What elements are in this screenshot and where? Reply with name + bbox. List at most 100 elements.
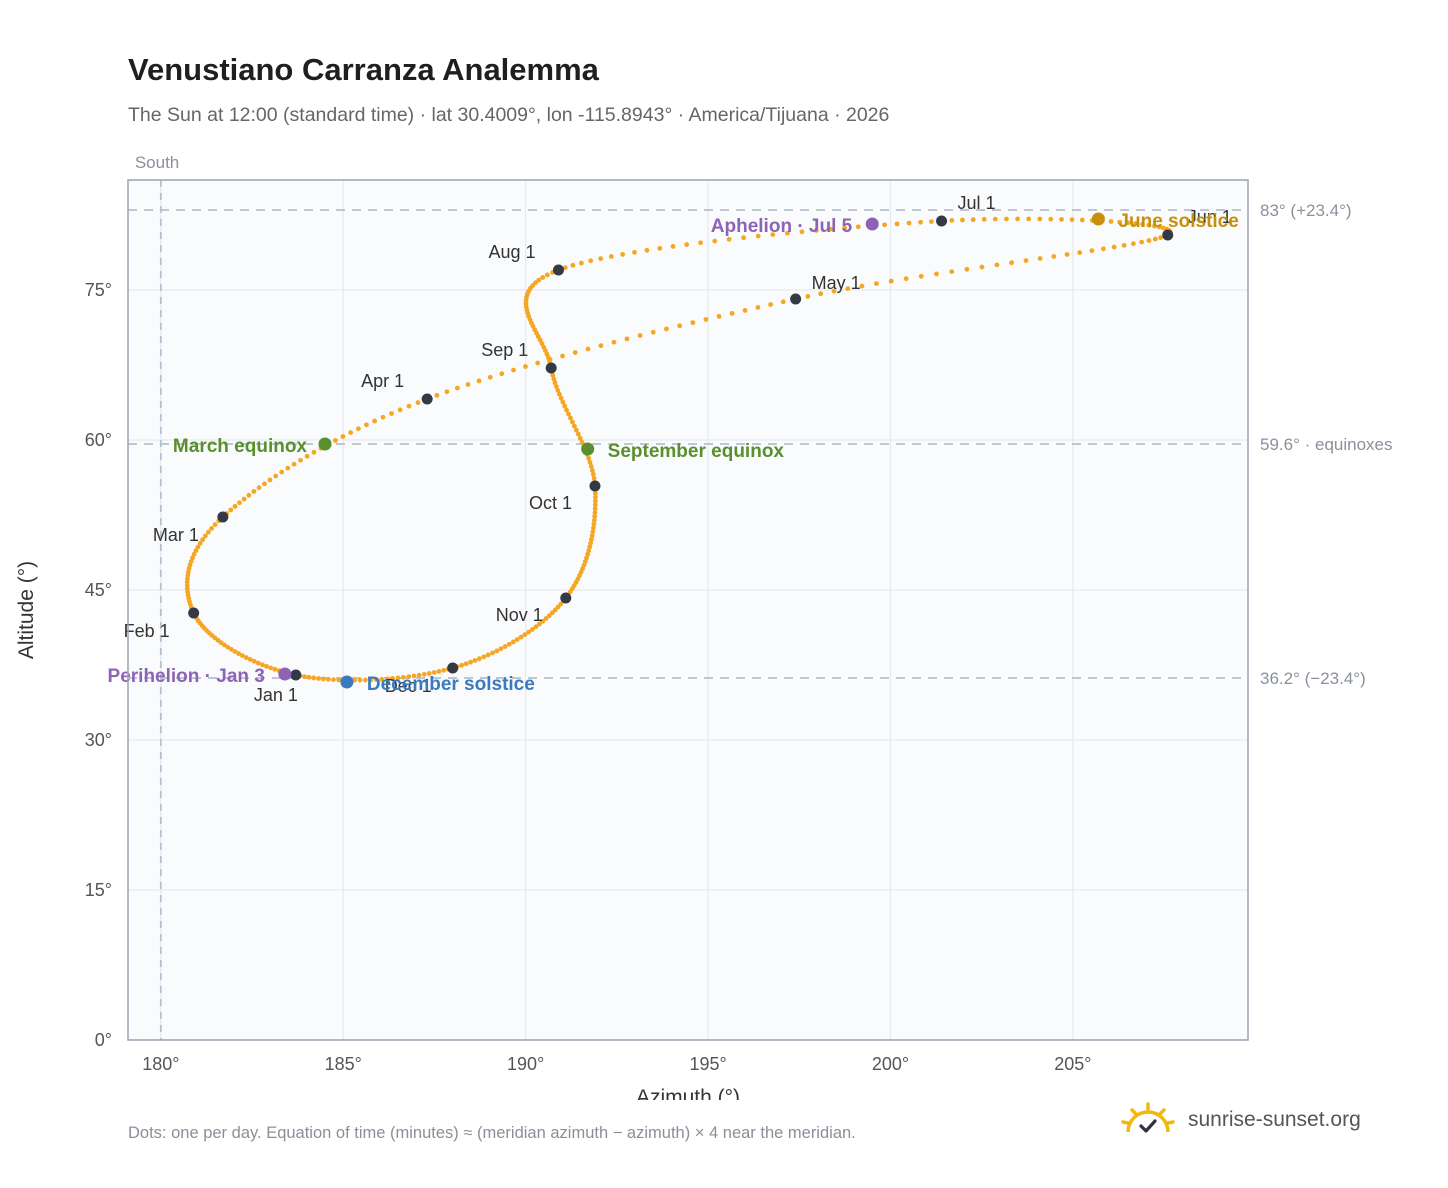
daily-sun-dot [960,217,965,223]
daily-sun-dot [882,222,887,228]
daily-sun-dot [562,403,568,409]
daily-sun-dot [395,675,401,681]
daily-sun-dot [232,649,238,654]
daily-sun-dot [592,510,598,515]
daily-sun-dot [970,217,976,223]
daily-sun-dot [477,656,482,662]
daily-sun-dot [579,439,585,445]
daily-sun-dot [742,307,748,313]
daily-sun-dot [587,544,593,550]
daily-sun-dot [472,658,478,663]
daily-sun-dot [536,277,542,283]
daily-sun-dot [356,426,361,432]
daily-sun-dot [264,663,269,669]
daily-sun-dot [535,360,541,366]
reference-line-label: 83° (+23.4°) [1260,201,1352,220]
month-marker [589,480,601,492]
daily-sun-dot [494,648,500,654]
daily-sun-dot [918,273,924,279]
daily-sun-dot [1146,238,1152,243]
daily-sun-dot [518,634,524,640]
daily-sun-dot [348,430,354,436]
daily-sun-dot [316,676,321,681]
daily-sun-dot [340,434,346,439]
daily-sun-dot [632,249,637,255]
daily-sun-dot [1048,216,1054,222]
month-marker [421,393,433,405]
daily-sun-dot [490,650,495,656]
brand-logo[interactable]: sunrise-sunset.org [1120,1102,1361,1138]
daily-sun-dot [578,260,584,266]
daily-sun-dot [543,616,549,621]
daily-sun-dot [272,666,278,672]
daily-sun-dot [591,517,597,523]
footnote: Dots: one per day. Equation of time (min… [128,1124,856,1142]
daily-sun-dot [463,661,469,667]
daily-sun-dot [568,415,573,421]
event-marker [278,667,292,681]
daily-sun-dot [1077,250,1083,255]
daily-sun-dot [894,221,900,227]
daily-sun-dot [209,525,214,531]
daily-sun-dot [311,675,317,681]
daily-sun-dot [590,471,596,477]
daily-sun-dot [306,674,312,680]
daily-sun-dot [268,665,274,671]
daily-sun-dot [712,238,718,244]
y-tick-label: 30° [85,730,112,750]
daily-sun-dot [684,242,690,247]
daily-sun-dot [336,677,342,683]
daily-sun-dot [903,276,909,282]
month-marker-label: Apr 1 [361,371,404,391]
daily-sun-dot [237,500,242,506]
daily-sun-dot [703,317,709,322]
daily-sun-dot [1069,217,1075,223]
daily-sun-dot [591,475,597,481]
daily-sun-dot [511,367,516,373]
daily-sun-dot [949,218,955,223]
daily-sun-dot [304,453,310,459]
daily-sun-dot [550,372,556,378]
daily-sun-dot [560,353,565,359]
daily-sun-dot [780,299,786,305]
daily-sun-dot [434,392,440,398]
daily-sun-dot [805,293,811,299]
daily-sun-dot [499,371,505,377]
x-tick-label: 185° [325,1054,362,1074]
daily-sun-dot [184,583,190,588]
daily-sun-dot [190,555,195,561]
month-marker [447,662,459,674]
daily-sun-dot [380,414,386,420]
daily-sun-dot [487,374,493,380]
daily-sun-dot [251,658,257,664]
month-marker-label: Mar 1 [153,525,199,545]
daily-sun-dot [331,677,336,683]
daily-sun-dot [1059,216,1064,222]
daily-sun-dot [444,389,450,395]
month-marker-label: Aug 1 [488,242,535,262]
daily-sun-dot [551,376,557,382]
axes: 180° 185° 190° 195° 200° 205° 0° 15° 30° 45° 60° 75… [85,280,1092,1074]
daily-sun-dot [611,339,617,345]
daily-sun-dot [279,469,285,475]
daily-sun-dot [510,639,516,645]
month-marker [545,362,557,374]
daily-sun-dot [225,644,231,650]
daily-sun-dot [726,236,732,242]
daily-sun-dot [468,659,474,665]
daily-sun-dot [514,637,520,642]
daily-sun-dot [842,225,847,231]
month-marker-label: Jul 1 [958,193,996,213]
daily-sun-dot [537,621,542,627]
daily-sun-dot [540,275,546,280]
event-marker [1091,212,1105,226]
event-marker [865,217,879,231]
month-marker-label: May 1 [812,273,861,293]
daily-sun-dot [584,555,589,561]
daily-sun-dot [333,438,338,443]
daily-sun-dot [845,286,851,292]
daily-sun-dot [855,224,861,230]
daily-sun-dot [785,230,790,236]
daily-sun-dot [1037,216,1043,222]
daily-sun-dot [476,378,482,384]
